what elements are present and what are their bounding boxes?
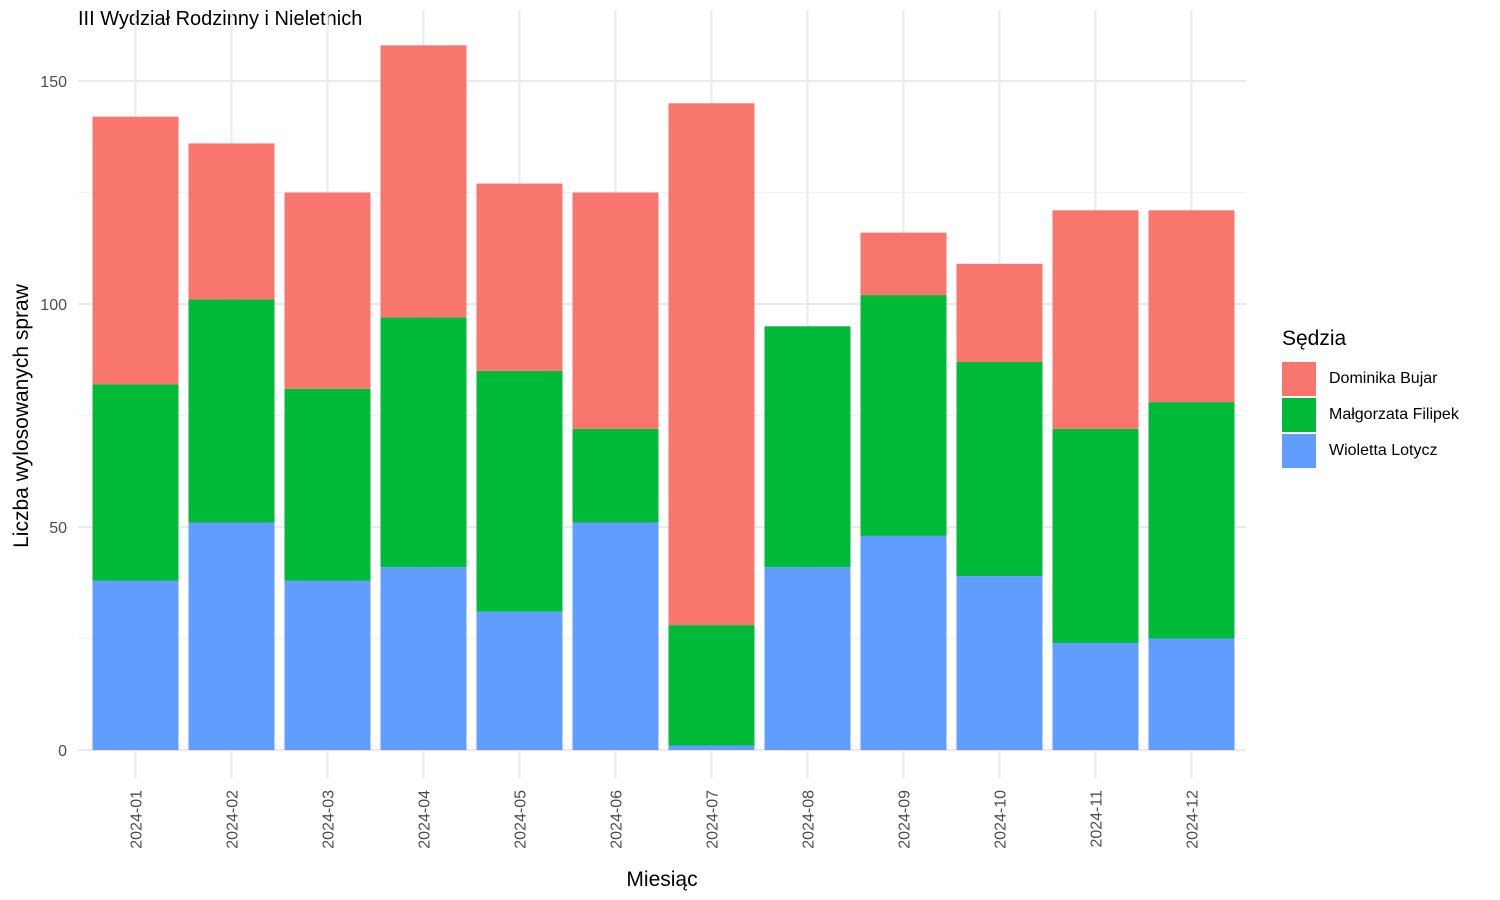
- x-tick-label: 2024-06: [609, 790, 626, 849]
- bar-segment: [668, 745, 755, 750]
- x-tick-label: 2024-09: [897, 790, 914, 849]
- bar-segment: [92, 116, 179, 385]
- legend-item: Wioletta Lotycz: [1282, 433, 1459, 469]
- legend-item: Dominika Bujar: [1282, 361, 1459, 397]
- y-tick-label: 50: [49, 520, 67, 537]
- bar-segment: [1052, 642, 1139, 750]
- bar-segment: [476, 183, 563, 371]
- legend-key: [1282, 398, 1316, 432]
- bar-segment: [956, 576, 1043, 750]
- bar-segment: [380, 45, 467, 318]
- bar-segment: [860, 232, 947, 296]
- legend-label: Małgorzata Filipek: [1329, 406, 1459, 423]
- bar-segment: [284, 388, 371, 581]
- bar-segment: [956, 361, 1043, 577]
- x-tick-label: 2024-02: [225, 790, 242, 849]
- y-tick-label: 150: [40, 74, 67, 91]
- y-axis-title: Liczba wylosowanych spraw: [10, 283, 33, 548]
- x-tick-label: 2024-04: [417, 790, 434, 849]
- legend-key: [1282, 434, 1316, 468]
- bar-segment: [284, 580, 371, 750]
- x-axis-ticks: 2024-01 2024-02 2024-03 2024-04 2024-05 2024-…: [129, 790, 1202, 849]
- bar-segment: [188, 522, 275, 750]
- bar-segment: [572, 192, 659, 429]
- chart-title: III Wydział Rodzinny i Nieletnich: [78, 8, 363, 30]
- x-tick-label: 2024-03: [321, 790, 338, 849]
- legend-label: Wioletta Lotycz: [1329, 442, 1438, 459]
- bar-segment: [764, 567, 851, 750]
- bar-segment: [380, 317, 467, 568]
- x-tick-label: 2024-11: [1089, 790, 1106, 848]
- bar-segment: [1052, 428, 1139, 643]
- bar-segment: [92, 580, 179, 750]
- bar-segment: [380, 567, 467, 750]
- y-axis-ticks: 0 50 100 150: [40, 74, 67, 760]
- bar-segment: [860, 535, 947, 750]
- bar-segment: [1148, 210, 1235, 403]
- bar-segment: [284, 192, 371, 389]
- legend-items: Dominika Bujar Małgorzata Filipek Wioletta…: [1282, 361, 1459, 469]
- legend-item: Małgorzata Filipek: [1282, 397, 1459, 433]
- bar-segment: [956, 263, 1043, 362]
- x-axis-title: Miesiąc: [626, 868, 697, 891]
- x-tick-label: 2024-01: [129, 790, 146, 849]
- bar-segment: [572, 428, 659, 523]
- bar-segment: [1148, 402, 1235, 639]
- bar-segment: [1052, 210, 1139, 429]
- bar-segment: [668, 103, 755, 626]
- bar-segment: [1148, 638, 1235, 750]
- bar-segment: [476, 611, 563, 750]
- bar-segment: [668, 625, 755, 746]
- bar-segment: [572, 522, 659, 750]
- bars: [92, 45, 1235, 750]
- legend-label: Dominika Bujar: [1329, 370, 1438, 387]
- bar-segment: [764, 326, 851, 568]
- legend-title: Sędzia: [1282, 327, 1347, 350]
- x-tick-label: 2024-10: [993, 790, 1010, 849]
- x-tick-label: 2024-07: [705, 790, 722, 849]
- x-tick-label: 2024-05: [513, 790, 530, 849]
- y-tick-label: 0: [58, 743, 67, 760]
- legend-key: [1282, 362, 1316, 396]
- bar-segment: [188, 299, 275, 523]
- x-tick-label: 2024-08: [801, 790, 818, 849]
- legend: Sędzia Dominika Bujar Małgorzata Filipek W…: [1282, 327, 1459, 469]
- x-tick-label: 2024-12: [1185, 790, 1202, 849]
- bar-segment: [92, 384, 179, 581]
- bar-segment: [476, 370, 563, 612]
- bar-segment: [188, 143, 275, 300]
- y-tick-label: 100: [40, 297, 67, 314]
- bar-segment: [860, 295, 947, 536]
